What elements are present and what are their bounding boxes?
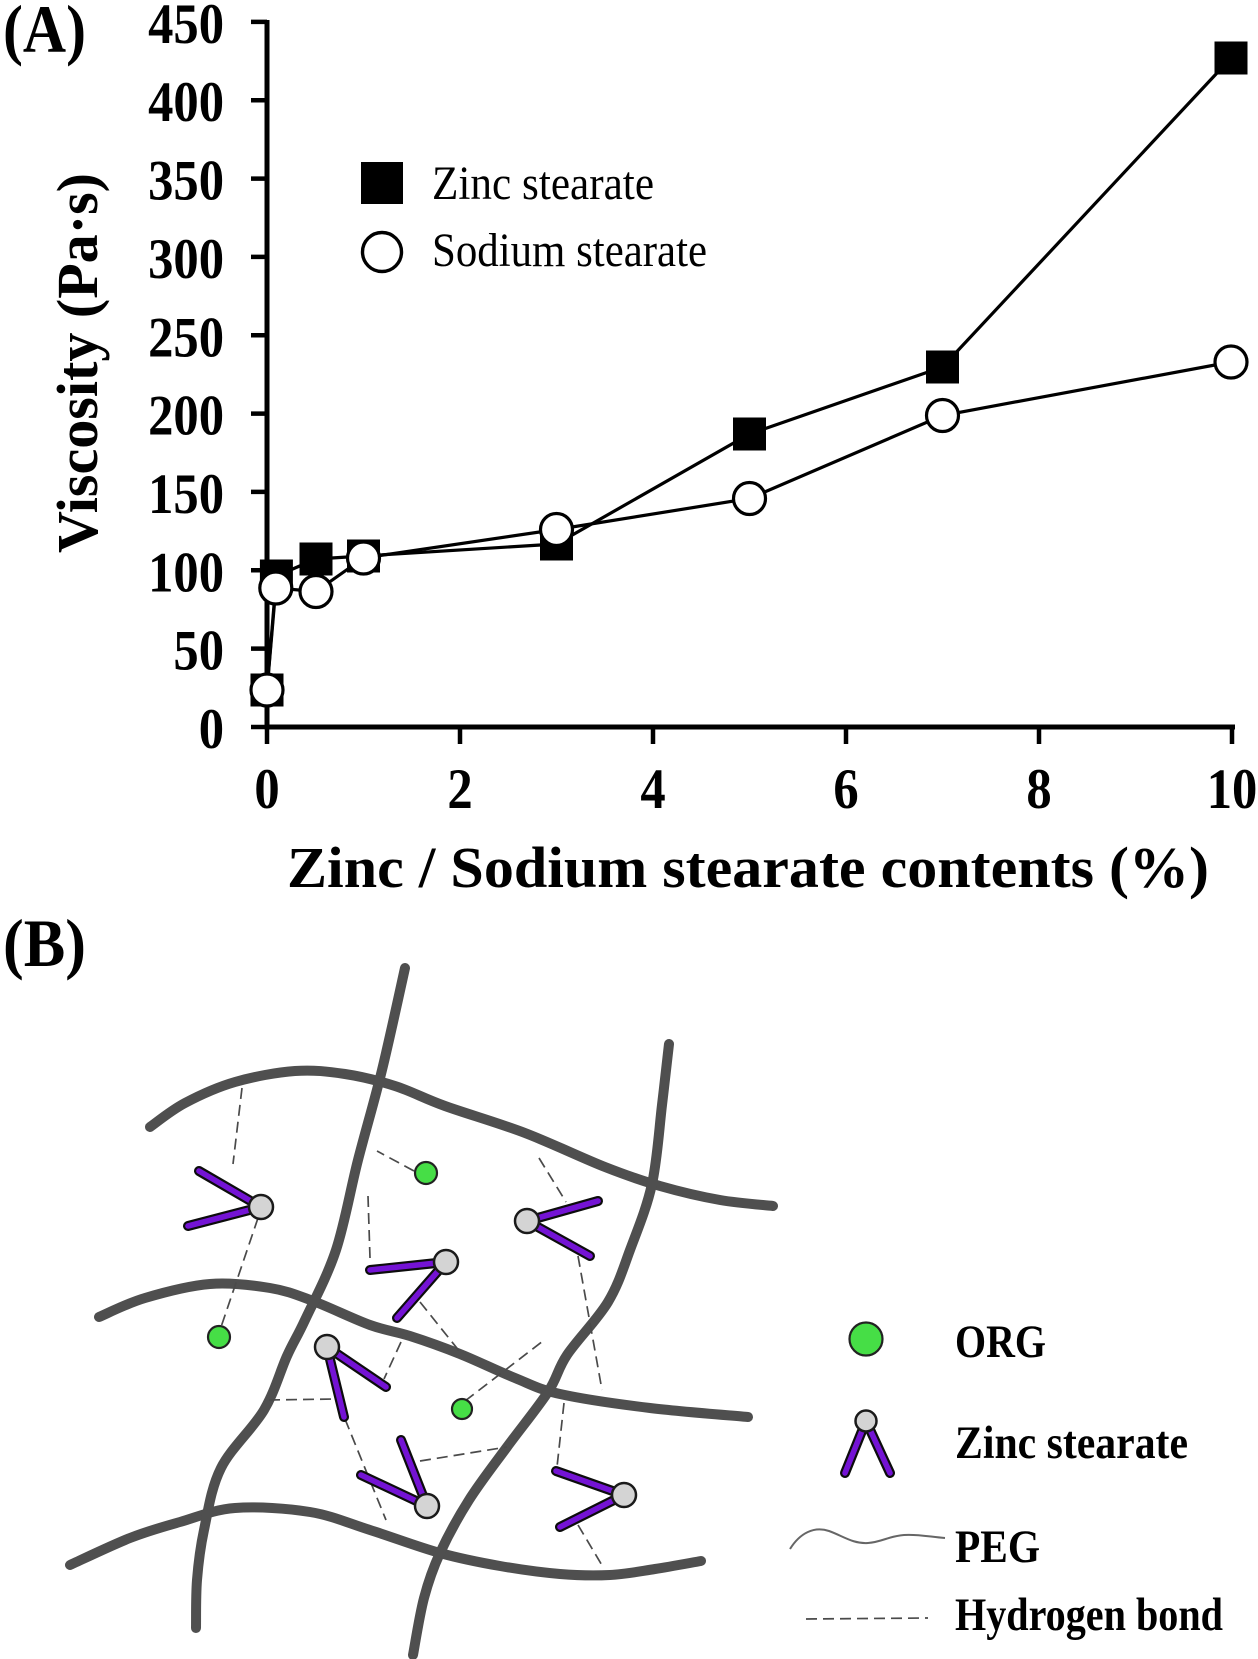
svg-text:Zinc stearate: Zinc stearate bbox=[432, 157, 654, 210]
svg-text:400: 400 bbox=[148, 71, 224, 134]
svg-text:Sodium stearate: Sodium stearate bbox=[432, 224, 707, 277]
svg-text:Zinc / Sodium stearate content: Zinc / Sodium stearate contents (%) bbox=[287, 835, 1209, 900]
svg-text:200: 200 bbox=[148, 385, 224, 448]
svg-text:Hydrogen bond: Hydrogen bond bbox=[955, 1589, 1223, 1641]
svg-text:350: 350 bbox=[148, 150, 224, 213]
svg-text:2: 2 bbox=[447, 758, 472, 821]
svg-text:(A): (A) bbox=[3, 0, 86, 67]
svg-text:300: 300 bbox=[148, 228, 224, 291]
svg-text:100: 100 bbox=[148, 541, 224, 604]
svg-text:10: 10 bbox=[1207, 758, 1258, 821]
svg-text:50: 50 bbox=[173, 620, 224, 683]
svg-text:250: 250 bbox=[148, 306, 224, 369]
svg-text:6: 6 bbox=[833, 758, 858, 821]
svg-text:0: 0 bbox=[254, 758, 279, 821]
svg-text:(B): (B) bbox=[3, 905, 86, 981]
svg-text:Viscosity (Pa·s): Viscosity (Pa·s) bbox=[45, 173, 110, 553]
svg-text:150: 150 bbox=[148, 463, 224, 526]
svg-text:4: 4 bbox=[640, 758, 665, 821]
svg-text:PEG: PEG bbox=[955, 1521, 1040, 1573]
svg-text:8: 8 bbox=[1026, 758, 1051, 821]
svg-text:0: 0 bbox=[199, 698, 224, 761]
svg-text:Zinc stearate: Zinc stearate bbox=[955, 1417, 1188, 1469]
svg-text:450: 450 bbox=[148, 0, 224, 56]
svg-text:ORG: ORG bbox=[955, 1316, 1046, 1368]
